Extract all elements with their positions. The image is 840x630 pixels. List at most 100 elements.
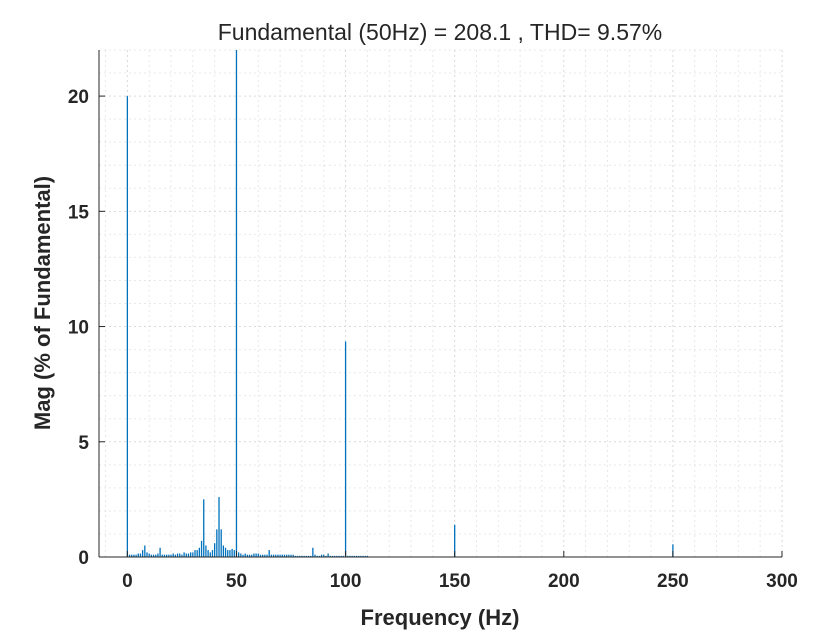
- spectrum-bar: [166, 554, 168, 557]
- spectrum-bar: [224, 547, 227, 557]
- spectrum-bar: [205, 545, 207, 557]
- spectrum-bar: [246, 554, 249, 557]
- x-axis-ticks: 0 50 100 150 200 250 300: [122, 551, 798, 592]
- y-axis-label: Mag (% of Fundamental): [30, 176, 55, 430]
- spectrum-bar: [128, 554, 131, 557]
- spectrum-bar: [242, 554, 244, 557]
- spectrum-bar: [301, 555, 303, 557]
- spectrum-bar: [183, 552, 185, 557]
- spectrum-bar: [338, 555, 340, 557]
- spectrum-bar: [192, 552, 194, 557]
- spectrum-bar: [168, 554, 170, 557]
- spectrum-bars: [126, 50, 674, 557]
- x-tick-label: 250: [657, 571, 689, 592]
- spectrum-bar: [303, 555, 305, 557]
- spectrum-bar: [329, 555, 331, 557]
- spectrum-bar: [235, 50, 238, 557]
- spectrum-bar: [262, 554, 264, 557]
- spectrum-bar: [312, 547, 314, 557]
- spectrum-bar: [222, 545, 225, 557]
- spectrum-bar: [214, 543, 216, 557]
- spectrum-bar: [240, 553, 242, 557]
- spectrum-bar: [310, 555, 312, 557]
- y-axis-ticks: 0 5 10 15 20: [68, 87, 105, 569]
- spectrum-bar: [157, 553, 159, 557]
- spectrum-bar: [148, 553, 150, 557]
- spectrum-bar: [253, 553, 255, 557]
- spectrum-bar: [270, 554, 273, 557]
- spectrum-bar: [133, 554, 135, 557]
- x-axis-label: Frequency (Hz): [361, 605, 520, 630]
- y-tick-label: 15: [68, 202, 90, 223]
- spectrum-bar: [294, 555, 297, 557]
- spectrum-bar: [146, 552, 148, 557]
- spectrum-bar: [248, 554, 251, 557]
- spectrum-bar: [238, 552, 240, 557]
- spectrum-bar: [323, 554, 325, 557]
- spectrum-bar: [135, 554, 137, 557]
- spectrum-bar: [216, 529, 218, 557]
- spectrum-bar: [331, 555, 334, 557]
- spectrum-bar: [277, 554, 279, 557]
- spectrum-bar: [176, 553, 179, 557]
- spectrum-bar: [255, 553, 257, 557]
- spectrum-bar: [288, 554, 290, 557]
- spectrum-bar: [227, 550, 229, 557]
- spectrum-bar: [137, 553, 139, 557]
- spectrum-bar: [336, 555, 338, 557]
- spectrum-bar: [353, 555, 355, 557]
- spectrum-bar: [251, 554, 253, 557]
- spectrum-bar: [264, 554, 266, 557]
- x-tick-label: 300: [766, 571, 798, 592]
- spectrum-bar: [155, 554, 157, 557]
- spectrum-bar: [170, 554, 172, 557]
- spectrum-bar: [272, 554, 275, 557]
- spectrum-bar: [141, 550, 144, 557]
- spectrum-bar: [292, 554, 294, 557]
- spectrum-bar: [203, 499, 205, 557]
- x-tick-label: 0: [122, 571, 133, 592]
- spectrum-bar: [163, 554, 166, 557]
- chart-title: Fundamental (50Hz) = 208.1 , THD= 9.57%: [218, 19, 662, 45]
- spectrum-bar: [281, 554, 283, 557]
- minor-grid: [99, 49, 782, 557]
- spectrum-bar: [152, 554, 155, 557]
- y-tick-label: 0: [78, 548, 89, 569]
- spectrum-bar: [209, 552, 211, 557]
- x-tick-label: 50: [226, 571, 247, 592]
- spectrum-bar: [366, 555, 369, 557]
- spectrum-bar: [316, 555, 318, 557]
- spectrum-bar: [325, 555, 327, 557]
- spectrum-bar: [305, 555, 307, 557]
- spectrum-bar: [275, 554, 277, 557]
- spectrum-bar: [172, 553, 174, 557]
- spectrum-bar: [299, 555, 301, 557]
- spectrum-bar: [279, 554, 281, 557]
- spectrum-bar: [672, 544, 674, 557]
- spectrum-bar: [139, 553, 142, 557]
- spectrum-bar: [454, 524, 456, 557]
- spectrum-bar: [268, 550, 270, 557]
- spectrum-bar: [320, 554, 323, 557]
- y-tick-label: 5: [78, 433, 89, 454]
- axes: [98, 50, 782, 558]
- spectrum-bar: [229, 550, 231, 557]
- spectrum-bar: [259, 554, 262, 557]
- spectrum-bar: [181, 554, 183, 557]
- spectrum-bar: [266, 554, 268, 557]
- spectrum-bar: [358, 555, 360, 557]
- spectrum-bar: [179, 553, 181, 557]
- spectrum-bar: [327, 553, 329, 557]
- spectrum-bar: [185, 553, 187, 557]
- spectrum-bar: [283, 554, 286, 557]
- spectrum-bar: [360, 555, 362, 557]
- spectrum-bar: [347, 555, 349, 557]
- spectrum-bar: [174, 554, 177, 557]
- spectrum-bar: [190, 552, 192, 557]
- spectrum-bar: [150, 554, 153, 557]
- spectrum-bar: [349, 555, 351, 557]
- spectrum-bar: [290, 554, 292, 557]
- spectrum-bar: [342, 555, 345, 557]
- spectrum-bar: [314, 554, 316, 557]
